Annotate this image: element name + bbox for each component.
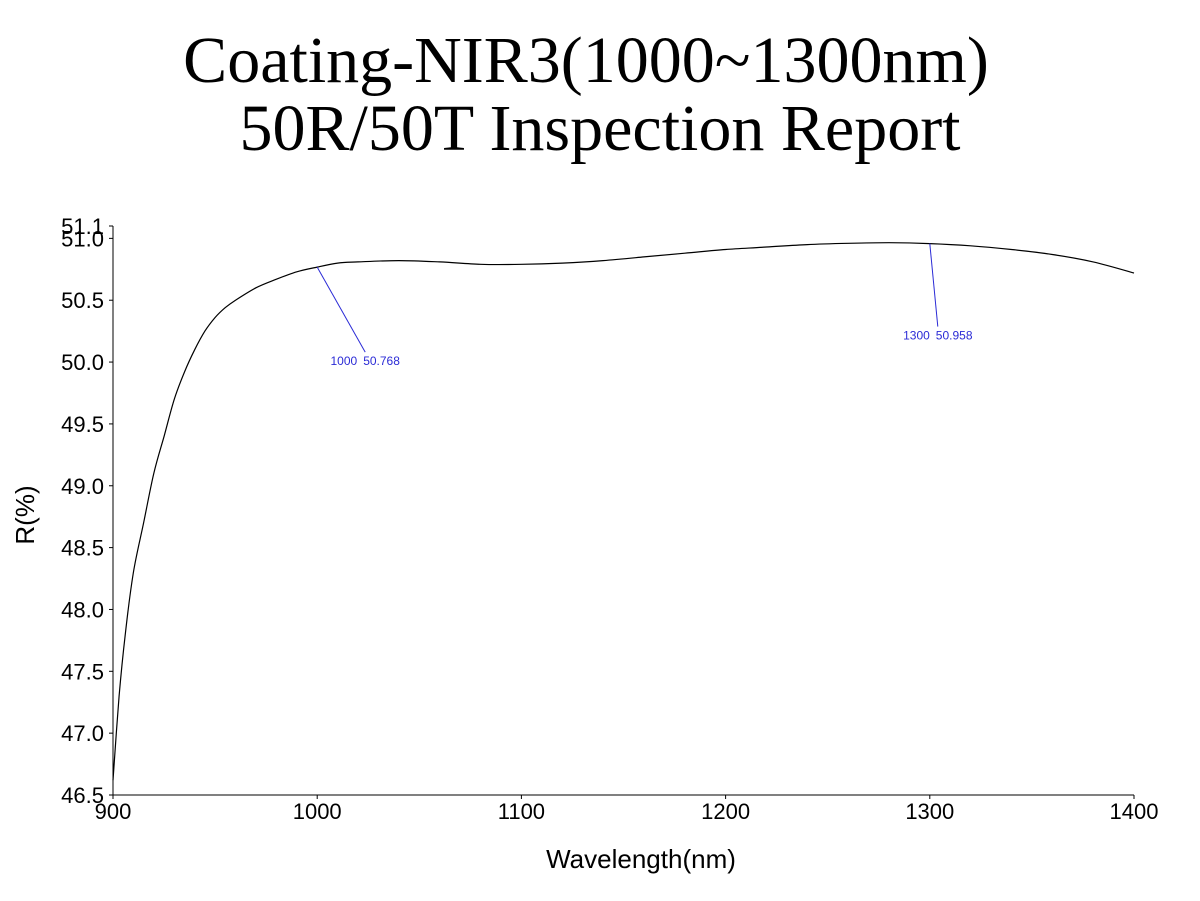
annotation-leader-line bbox=[929, 243, 939, 327]
annotation-label: 1300 50.958 bbox=[903, 329, 973, 343]
y-tick-label: 50.0 bbox=[61, 350, 104, 375]
series-layer bbox=[112, 242, 1135, 781]
annotation-value: 50.768 bbox=[363, 354, 400, 368]
chart-title-line-1: Coating-NIR3(1000~1300nm) bbox=[183, 24, 989, 97]
x-tick-label: 1000 bbox=[293, 799, 342, 824]
x-tick-label: 1400 bbox=[1110, 799, 1159, 824]
annotation-wavelength: 1000 bbox=[330, 354, 357, 368]
y-tick-label: 47.5 bbox=[61, 659, 104, 684]
annotation-label: 1000 50.768 bbox=[330, 354, 400, 368]
y-tick-label: 51.1 bbox=[61, 214, 104, 239]
y-axis-label: R(%) bbox=[10, 485, 40, 544]
x-tick-label: 900 bbox=[95, 799, 132, 824]
x-tick-label: 1200 bbox=[701, 799, 750, 824]
annotations-layer: 1000 50.768 1300 50.958 bbox=[316, 243, 973, 368]
y-tick-label: 51.0 bbox=[61, 226, 104, 251]
y-tick-label: 48.0 bbox=[61, 597, 104, 622]
x-tick-label: 1100 bbox=[498, 799, 545, 824]
y-tick-label: 49.0 bbox=[61, 474, 104, 499]
chart-title-line-2: 50R/50T Inspection Report bbox=[239, 92, 961, 165]
reflectance-curve bbox=[112, 242, 1135, 781]
y-tick-label: 48.5 bbox=[61, 536, 104, 561]
annotation-wavelength: 1300 bbox=[903, 329, 930, 343]
y-tick-label: 49.5 bbox=[61, 412, 104, 437]
annotation-value: 50.958 bbox=[936, 329, 973, 343]
x-tick-label: 1300 bbox=[905, 799, 954, 824]
annotation-leader-line bbox=[316, 266, 366, 353]
x-axis-label: Wavelength(nm) bbox=[546, 844, 736, 874]
ticks: 46.5 47.0 47.5 48.0 48.5 49.0 49.5 50.0 50.5 51.0… bbox=[61, 214, 1158, 824]
axes bbox=[112, 226, 1134, 796]
y-tick-label: 46.5 bbox=[61, 783, 104, 808]
y-tick-label: 47.0 bbox=[61, 721, 104, 746]
y-tick-label: 50.5 bbox=[61, 288, 104, 313]
